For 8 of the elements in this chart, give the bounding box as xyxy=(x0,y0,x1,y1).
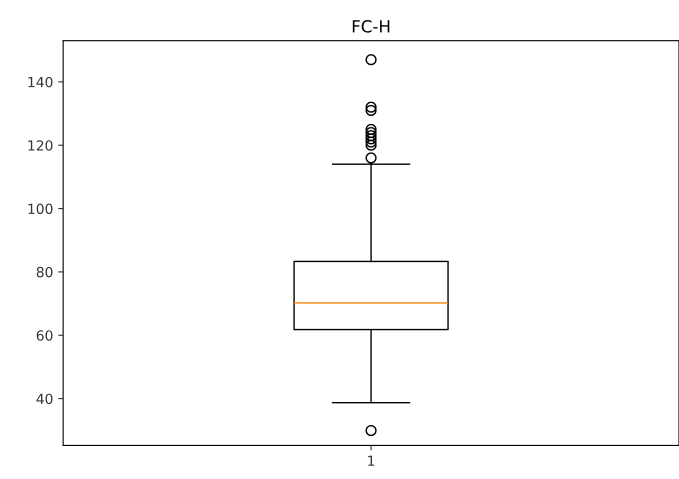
y-tick-label: 80 xyxy=(36,266,52,278)
y-tick-label: 100 xyxy=(28,204,52,214)
y-tick-label: 120 xyxy=(28,140,52,151)
y-tick-label: 140 xyxy=(28,76,52,88)
y-tick-label: 60 xyxy=(36,330,52,341)
y-tick-label: 40 xyxy=(36,394,52,404)
chart-title: FC-H xyxy=(352,20,390,33)
x-tick-label: 1 xyxy=(368,456,374,466)
